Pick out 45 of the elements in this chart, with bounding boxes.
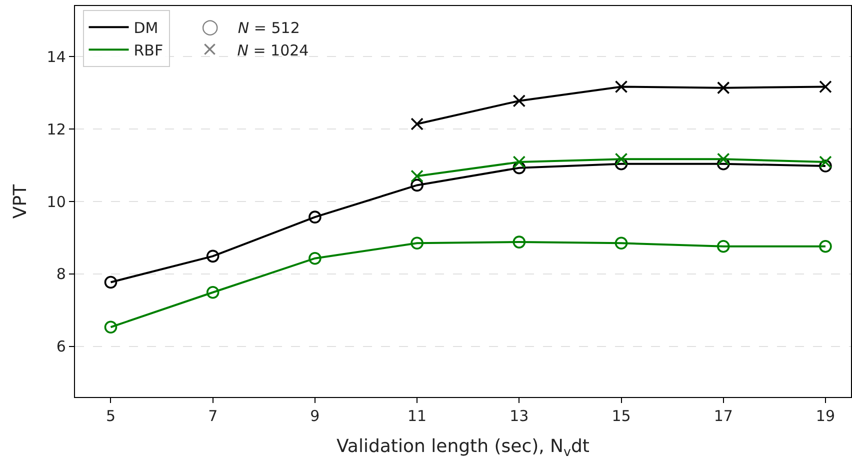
point bbox=[308, 252, 322, 265]
point bbox=[512, 94, 526, 108]
point bbox=[819, 240, 832, 253]
point bbox=[819, 160, 832, 172]
point bbox=[410, 178, 424, 192]
point bbox=[410, 118, 424, 130]
point bbox=[308, 210, 322, 224]
y-axis-title: VPT bbox=[10, 183, 32, 219]
point bbox=[716, 240, 730, 253]
point bbox=[512, 161, 526, 174]
legend-label: RBF bbox=[134, 42, 164, 60]
x-tick-label: 5 bbox=[106, 407, 116, 426]
x-tick-label: 7 bbox=[208, 407, 218, 426]
point bbox=[614, 157, 628, 170]
x-tick-label: 15 bbox=[612, 407, 631, 426]
y-tick-label: 10 bbox=[46, 192, 66, 211]
point bbox=[512, 156, 526, 168]
point bbox=[716, 81, 730, 94]
x-axis-title: Validation length (sec), N$_{v}$dt bbox=[336, 436, 590, 459]
y-tick-label: 6 bbox=[56, 338, 66, 356]
legend-label: DM bbox=[134, 19, 158, 38]
annotation: ○ N = 512 bbox=[201, 14, 300, 38]
point bbox=[716, 152, 730, 166]
point bbox=[614, 80, 628, 94]
point bbox=[410, 170, 424, 183]
point bbox=[512, 236, 526, 248]
x-tick-label: 13 bbox=[510, 407, 529, 426]
point bbox=[819, 156, 832, 168]
x-tick-label: 19 bbox=[816, 407, 836, 426]
y-tick-label: 14 bbox=[46, 48, 66, 66]
point bbox=[104, 276, 118, 289]
point bbox=[206, 286, 220, 299]
x-tick-label: 9 bbox=[310, 407, 320, 426]
point bbox=[410, 236, 424, 250]
point bbox=[614, 152, 628, 166]
x-tick-label: 17 bbox=[714, 407, 733, 426]
annotation: × N = 1024 bbox=[201, 36, 309, 61]
point bbox=[206, 250, 220, 263]
x-tick-label: 11 bbox=[408, 407, 427, 426]
point bbox=[614, 236, 628, 250]
y-tick-label: 12 bbox=[46, 120, 66, 138]
point bbox=[104, 320, 118, 334]
y-tick-label: 8 bbox=[56, 265, 66, 284]
point bbox=[716, 157, 730, 170]
point bbox=[819, 80, 832, 94]
